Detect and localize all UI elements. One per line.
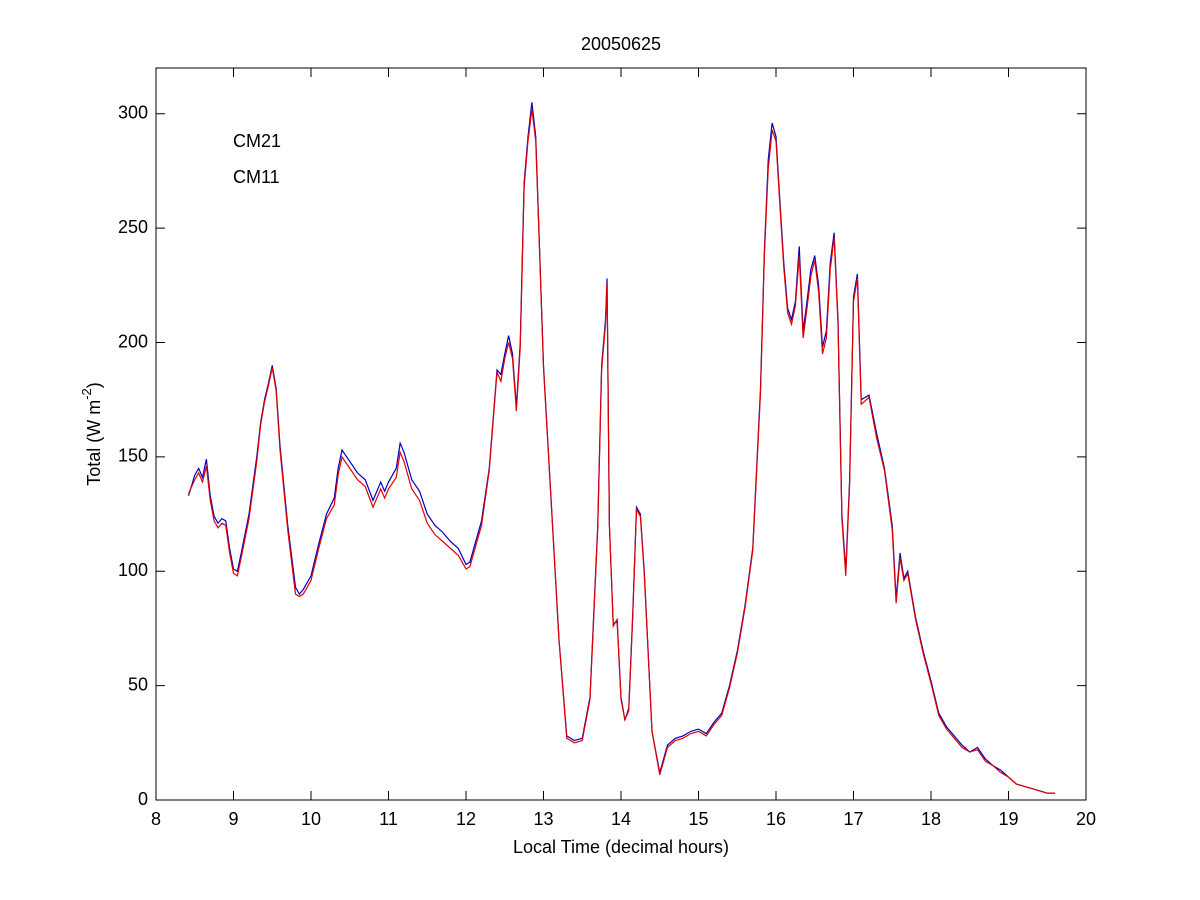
x-tick-label: 12	[456, 809, 476, 829]
x-tick-label: 9	[228, 809, 238, 829]
y-tick-label: 300	[118, 103, 148, 123]
y-axis-label-sup: -2	[79, 388, 94, 400]
x-tick-label: 15	[688, 809, 708, 829]
x-tick-label: 16	[766, 809, 786, 829]
y-tick-label: 50	[128, 674, 148, 694]
y-axis-label-end: )	[84, 382, 104, 388]
x-axis-label: Local Time (decimal hours)	[513, 837, 729, 857]
x-tick-label: 19	[998, 809, 1018, 829]
x-tick-label: 18	[921, 809, 941, 829]
y-tick-label: 100	[118, 560, 148, 580]
legend-label: CM21	[233, 131, 281, 151]
x-tick-label: 14	[611, 809, 631, 829]
y-tick-label: 150	[118, 446, 148, 466]
legend-label: CM11	[233, 167, 280, 187]
y-tick-label: 0	[138, 789, 148, 809]
y-axis-label: Total (W m-2)	[79, 382, 103, 486]
x-tick-label: 13	[533, 809, 553, 829]
x-tick-label: 20	[1076, 809, 1096, 829]
y-axis-label-text: Total (W m	[84, 400, 104, 486]
y-tick-label: 250	[118, 217, 148, 237]
x-tick-label: 17	[843, 809, 863, 829]
x-tick-label: 8	[151, 809, 161, 829]
x-tick-label: 11	[379, 809, 398, 829]
plot-frame	[155, 67, 1087, 801]
series-line	[188, 109, 1055, 794]
chart-title: 20050625	[581, 34, 661, 54]
x-tick-label: 10	[301, 809, 321, 829]
y-tick-label: 200	[118, 331, 148, 351]
